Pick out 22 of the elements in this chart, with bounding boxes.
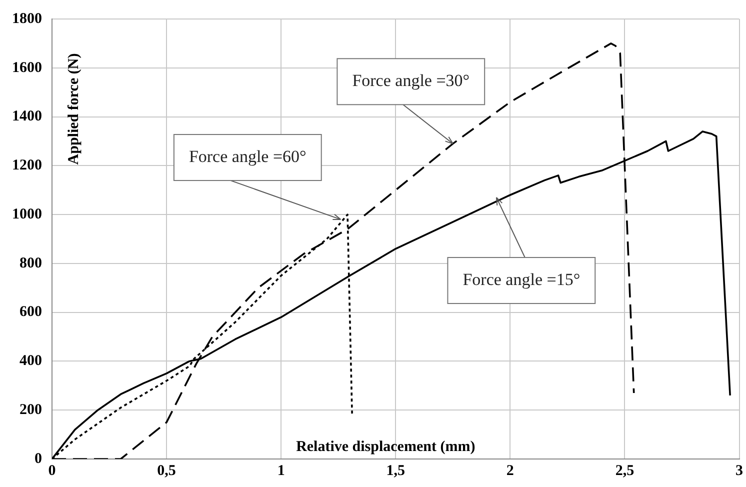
y-tick-label: 1000 xyxy=(12,206,42,222)
x-tick-label: 0,5 xyxy=(157,462,176,479)
annotation: Force angle =60° xyxy=(188,146,306,166)
x-tick-label: 2,5 xyxy=(615,462,634,479)
x-axis-title: Relative displacement (mm) xyxy=(296,439,476,455)
y-tick-label: 200 xyxy=(20,402,42,418)
annotation: Force angle =30° xyxy=(352,71,470,90)
x-tick-label: 1 xyxy=(277,462,285,479)
y-axis-title: Applied force (N) xyxy=(66,53,82,165)
x-tick-label: 1,5 xyxy=(386,462,405,479)
y-tick-label: 400 xyxy=(20,353,42,370)
y-tick-label: 800 xyxy=(20,255,42,272)
x-tick-label: 3 xyxy=(736,462,743,479)
y-tick-label: 1200 xyxy=(12,158,42,174)
y-tick-label: 600 xyxy=(20,304,42,320)
y-tick-label: 1800 xyxy=(12,10,42,27)
annotation: Force angle =15° xyxy=(462,270,580,289)
y-tick-label: 0 xyxy=(34,450,42,467)
x-tick-label: 0 xyxy=(48,462,56,479)
x-tick-label: 2 xyxy=(506,462,514,479)
y-tick-label: 1400 xyxy=(12,108,42,125)
y-tick-label: 1600 xyxy=(12,60,42,76)
